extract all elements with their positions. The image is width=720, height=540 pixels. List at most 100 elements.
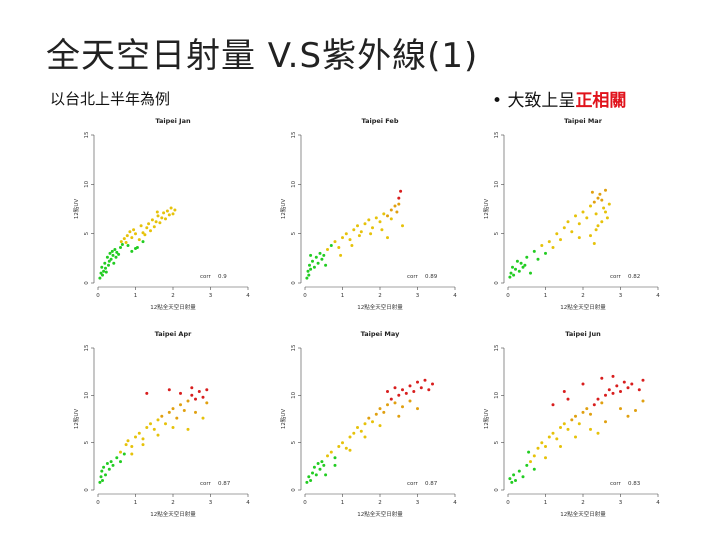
data-point xyxy=(111,253,115,257)
y-tick-label: 15 xyxy=(494,344,500,351)
data-point xyxy=(171,407,175,411)
data-point xyxy=(314,473,318,477)
y-tick-label: 5 xyxy=(84,231,90,235)
data-point xyxy=(137,431,141,435)
data-point xyxy=(416,407,419,411)
data-point xyxy=(149,422,152,426)
data-point xyxy=(156,214,160,218)
y-axis-label: 12點UV xyxy=(482,199,490,220)
data-point xyxy=(547,240,551,244)
data-point xyxy=(99,475,103,479)
data-point xyxy=(570,230,574,234)
data-point xyxy=(107,263,110,267)
data-point xyxy=(190,393,194,397)
data-point xyxy=(150,218,154,222)
data-point xyxy=(312,265,316,269)
data-point xyxy=(517,469,521,473)
x-tick-label: 4 xyxy=(246,500,250,506)
data-point xyxy=(190,386,194,390)
x-tick-label: 1 xyxy=(341,500,345,506)
data-point xyxy=(562,390,566,393)
scatter-panel-1: Taipei Jan 0 5 10 15 0 1 2 3 4 12點全天空日射量 12點UV corr 0… xyxy=(72,117,250,311)
data-point xyxy=(395,210,399,214)
data-point xyxy=(173,208,177,212)
data-point xyxy=(589,427,592,431)
data-point xyxy=(130,445,134,448)
data-point xyxy=(143,233,147,237)
data-point xyxy=(363,222,367,226)
data-point xyxy=(156,418,160,422)
data-point xyxy=(619,390,622,393)
data-point xyxy=(122,452,126,456)
data-point xyxy=(169,206,173,210)
x-axis-label: 12點全天空日射量 xyxy=(357,510,403,518)
data-point xyxy=(521,475,525,479)
x-tick-label: 4 xyxy=(246,293,250,299)
data-point xyxy=(324,263,328,267)
data-point xyxy=(389,397,393,401)
data-point xyxy=(104,266,107,270)
y-tick-label: 0 xyxy=(84,281,90,285)
data-point xyxy=(559,426,562,429)
data-point xyxy=(171,426,175,429)
data-point xyxy=(590,190,594,194)
data-point xyxy=(510,480,514,484)
data-point xyxy=(525,463,529,467)
y-tick-label: 15 xyxy=(84,131,90,138)
data-point xyxy=(596,431,600,435)
data-point xyxy=(130,249,134,253)
data-point xyxy=(577,222,581,226)
data-point xyxy=(337,445,341,448)
data-point xyxy=(352,228,356,232)
data-point xyxy=(329,450,333,454)
data-point xyxy=(171,212,175,216)
data-point xyxy=(318,251,322,255)
x-tick-label: 3 xyxy=(209,293,213,299)
data-point xyxy=(600,401,604,405)
scatter-panel-4: Taipei Apr 0 5 10 15 0 1 2 3 4 12點全天空日射量 12點UV corr 0… xyxy=(72,330,250,518)
data-point xyxy=(324,473,328,477)
y-tick-label: 5 xyxy=(291,231,297,235)
data-point xyxy=(611,374,615,378)
x-tick-label: 4 xyxy=(453,500,457,506)
data-point xyxy=(154,220,158,224)
data-point xyxy=(397,414,401,418)
data-point xyxy=(611,391,615,395)
data-point xyxy=(126,439,130,443)
x-tick-label: 1 xyxy=(134,500,138,506)
data-point xyxy=(100,265,104,269)
data-point xyxy=(427,388,431,392)
data-point xyxy=(404,391,408,395)
data-point xyxy=(529,460,532,464)
data-point xyxy=(126,244,130,247)
y-tick-label: 0 xyxy=(84,488,90,492)
data-point xyxy=(423,378,427,382)
data-point xyxy=(574,414,577,418)
data-point xyxy=(359,429,363,433)
y-tick-label: 10 xyxy=(291,391,297,398)
x-tick-label: 3 xyxy=(416,500,420,506)
data-point xyxy=(574,214,577,218)
data-point xyxy=(111,463,115,467)
data-point xyxy=(119,246,122,249)
data-point xyxy=(607,388,611,392)
scatter-panel-2: Taipei Feb 0 5 10 15 0 1 2 3 4 12點全天空日射量 12點UV corr 0… xyxy=(279,117,457,311)
x-tick-label: 2 xyxy=(171,500,175,506)
data-point xyxy=(431,382,434,386)
data-point xyxy=(179,391,182,395)
data-point xyxy=(101,273,104,277)
data-point xyxy=(356,426,359,429)
data-point xyxy=(602,206,606,210)
data-point xyxy=(598,192,602,196)
data-point xyxy=(559,238,562,242)
y-axis-label: 12點UV xyxy=(279,409,287,430)
data-point xyxy=(160,216,164,220)
data-point xyxy=(119,240,123,244)
data-point xyxy=(147,222,151,226)
data-point xyxy=(139,224,143,228)
data-point xyxy=(508,477,512,481)
data-point xyxy=(348,448,352,452)
x-tick-label: 2 xyxy=(581,293,585,299)
data-point xyxy=(311,259,314,263)
